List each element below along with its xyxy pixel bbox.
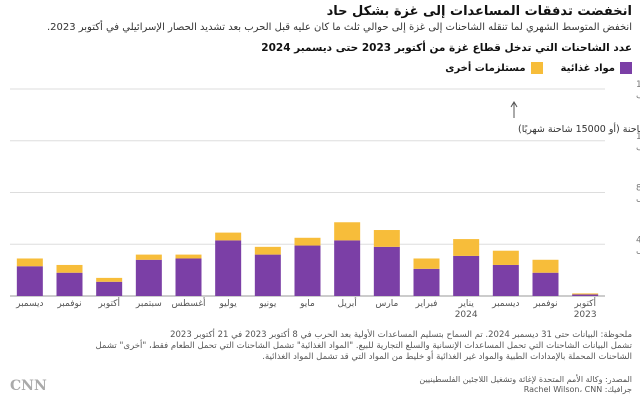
legend: مواد غذائية مستلزمات أخرى xyxy=(445,62,632,74)
bar-other-4 xyxy=(413,258,440,269)
y-tick-label-2: 8آلاف xyxy=(636,184,640,205)
y-tick-label-1: 4آلاف xyxy=(636,235,640,256)
bar-other-7 xyxy=(294,237,321,246)
bar-food-4 xyxy=(413,268,440,296)
chart-notes: ملحوظة: البيانات حتى 31 ديسمبر 2024. تم … xyxy=(12,330,633,363)
bar-food-3 xyxy=(453,255,480,296)
legend-swatch-food xyxy=(620,62,632,74)
bar-food-5 xyxy=(373,246,400,296)
bar-other-9 xyxy=(215,232,242,241)
note-line-3: الشاحنات المحملة بالإمدادات الطبية والمو… xyxy=(262,352,632,362)
legend-label-other: مستلزمات أخرى xyxy=(445,62,526,74)
bar-other-8 xyxy=(254,246,281,255)
bar-other-3 xyxy=(453,239,480,256)
x-tick-label-2: ديسمبر xyxy=(491,299,519,309)
legend-item-other: مستلزمات أخرى xyxy=(445,62,543,74)
bar-other-5 xyxy=(373,230,400,247)
y-tick-label-4: 16ألف xyxy=(636,80,640,101)
bar-other-13 xyxy=(56,264,83,273)
x-tick-label-0: أكتوبر 2023 xyxy=(573,297,596,320)
chart-title: انخفضت تدفقات المساعدات إلى غزة بشكل حاد xyxy=(326,4,632,19)
legend-label-food: مواد غذائية xyxy=(560,62,615,74)
reference-arrow-head xyxy=(510,100,518,108)
x-tick-label-14: ديسمبر xyxy=(15,299,43,309)
bar-food-1 xyxy=(532,272,559,296)
y-axis-label: عدد الشاحنات التي تدخل قطاع غزة من أكتوب… xyxy=(261,42,632,54)
bar-other-0 xyxy=(572,293,599,295)
chart-subtitle: انخفض المتوسط الشهري لما تنقله الشاحنات … xyxy=(46,22,632,33)
x-tick-label-10: أغسطس xyxy=(171,297,205,309)
bar-food-12 xyxy=(96,281,123,296)
x-tick-label-11: سبتمبر xyxy=(135,299,162,309)
bar-other-1 xyxy=(532,259,559,273)
bar-other-2 xyxy=(492,250,519,265)
note-line-2: تشمل البيانات الشاحنات التي تحمل المساعد… xyxy=(95,341,633,351)
bar-other-10 xyxy=(175,254,202,259)
legend-swatch-other xyxy=(530,62,543,74)
source-line-2: جرافيك: Rachel Wilson، CNN xyxy=(523,385,632,394)
chart-source: المصدر: وكالة الأمم المتحدة لإغاثة وتشغي… xyxy=(419,375,632,395)
bar-food-9 xyxy=(215,240,242,296)
legend-item-food: مواد غذائية xyxy=(561,62,632,74)
x-tick-label-12: أكتوبر xyxy=(97,297,120,309)
x-tick-label-5: مارس xyxy=(375,299,398,309)
x-tick-label-13: نوفمبر xyxy=(56,299,81,309)
bar-other-14 xyxy=(16,258,43,267)
stacked-bar-chart: 4آلاف 8آلاف 12ألف 16ألف قبل 7 أكتوبر 2023، ك… xyxy=(10,80,640,320)
reference-label: قبل 7 أكتوبر 2023، كان المتوسط اليومي حو… xyxy=(518,122,640,135)
x-tick-label-4: فبراير xyxy=(415,299,438,309)
bar-food-2 xyxy=(492,264,519,296)
x-tick-label-1: نوفمبر xyxy=(532,299,557,309)
source-line-1: المصدر: وكالة الأمم المتحدة لإغاثة وتشغي… xyxy=(419,375,632,384)
x-tick-label-9: يوليو xyxy=(219,299,238,309)
bar-food-14 xyxy=(16,266,43,296)
bar-other-12 xyxy=(96,277,123,282)
bar-food-8 xyxy=(254,254,281,296)
bar-other-11 xyxy=(135,254,162,260)
x-tick-label-8: يونيو xyxy=(258,299,277,309)
bar-other-6 xyxy=(334,222,361,241)
bar-food-7 xyxy=(294,245,321,296)
note-line-1: ملحوظة: البيانات حتى 31 ديسمبر 2024. تم … xyxy=(170,330,632,340)
x-tick-label-6: أبريل xyxy=(338,297,357,309)
bar-food-13 xyxy=(56,272,83,296)
cnn-logo: CNN xyxy=(10,378,47,394)
y-tick-label-3: 12ألف xyxy=(636,132,640,153)
x-tick-label-7: مايو xyxy=(299,299,315,309)
bar-food-11 xyxy=(135,259,162,296)
bar-food-0 xyxy=(572,294,599,296)
x-tick-label-3: يناير 2024 xyxy=(455,299,478,320)
bar-food-6 xyxy=(334,240,361,296)
bar-food-10 xyxy=(175,258,202,296)
